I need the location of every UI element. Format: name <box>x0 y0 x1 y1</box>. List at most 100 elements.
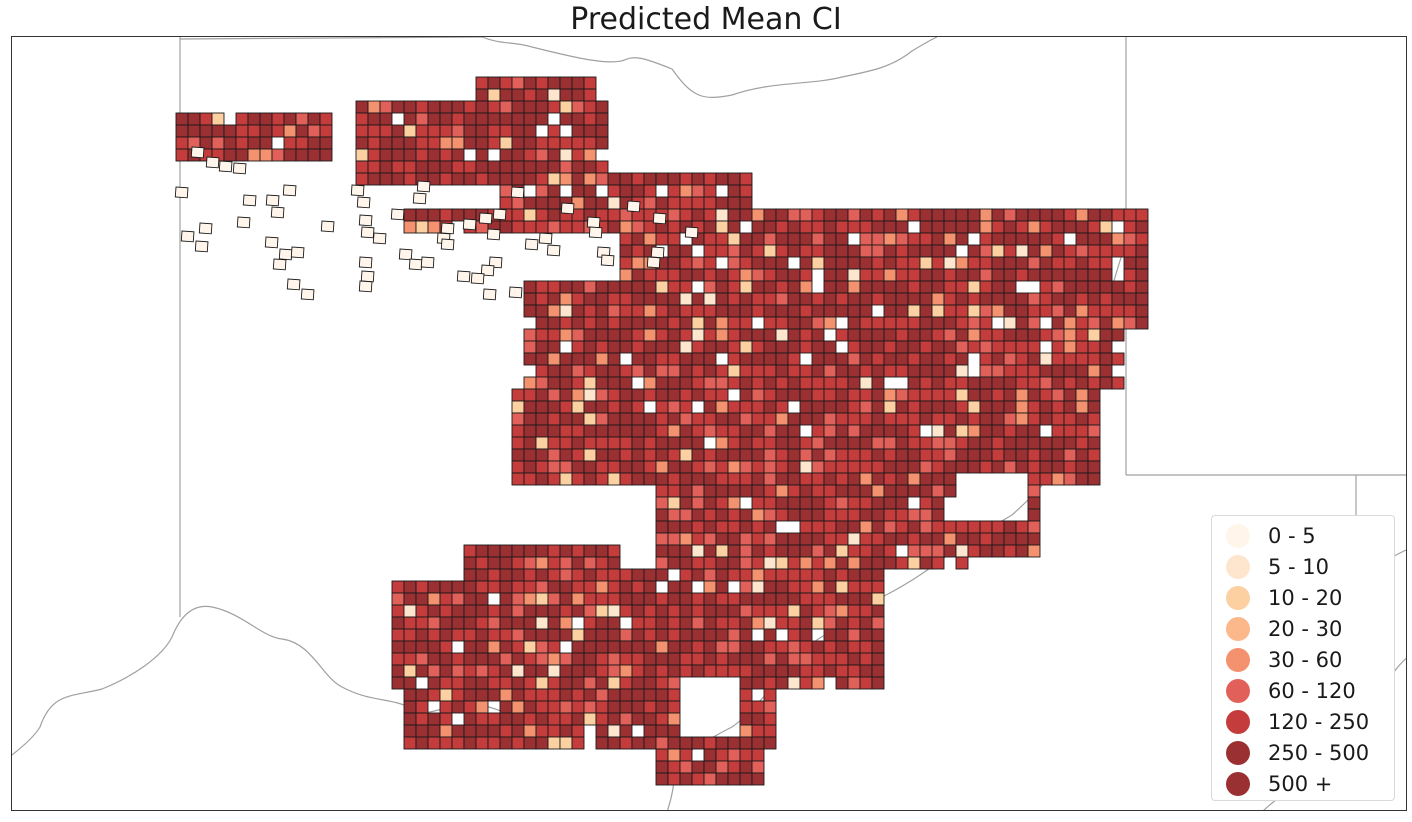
grid-cell <box>823 364 837 378</box>
grid-cell <box>571 652 585 666</box>
grid-cell <box>727 520 741 534</box>
grid-cell <box>847 256 861 270</box>
grid-cell <box>727 364 741 378</box>
grid-cell <box>835 376 849 390</box>
grid-cell <box>535 172 549 186</box>
grid-cell <box>811 484 825 498</box>
grid-cell <box>883 232 897 246</box>
grid-cell <box>415 592 429 606</box>
grid-cell <box>703 616 717 630</box>
grid-cell <box>847 664 861 678</box>
grid-cell <box>703 256 717 270</box>
grid-cell <box>787 208 801 222</box>
grid-cell <box>715 520 729 534</box>
grid-cell <box>211 112 225 126</box>
grid-cell <box>271 148 285 162</box>
grid-cell <box>679 304 693 318</box>
grid-cell <box>559 424 573 438</box>
grid-cell <box>907 352 921 366</box>
grid-cell <box>799 484 813 498</box>
grid-cell <box>451 148 465 162</box>
grid-cell <box>583 340 597 354</box>
grid-cell <box>451 208 465 222</box>
grid-cell <box>703 208 717 222</box>
grid-cell <box>811 376 825 390</box>
grid-cell <box>559 220 573 234</box>
grid-cell <box>1027 304 1041 318</box>
grid-cell <box>547 148 561 162</box>
grid-cell <box>679 484 693 498</box>
grid-cell <box>242 194 257 207</box>
grid-cell <box>691 424 705 438</box>
grid-cell <box>559 724 573 738</box>
grid-cell <box>478 212 493 225</box>
grid-cell <box>403 664 417 678</box>
legend-item: 5 - 10 <box>1226 551 1394 582</box>
grid-cell <box>535 196 549 210</box>
grid-cell <box>703 604 717 618</box>
grid-cell <box>775 640 789 654</box>
grid-cell <box>823 352 837 366</box>
grid-cell <box>703 448 717 462</box>
grid-cell <box>415 160 429 174</box>
grid-cell <box>1051 268 1065 282</box>
grid-cell <box>715 232 729 246</box>
grid-cell <box>655 316 669 330</box>
grid-cell <box>475 688 489 702</box>
grid-cell <box>835 520 849 534</box>
grid-cell <box>859 424 873 438</box>
grid-cell <box>1015 520 1029 534</box>
grid-cell <box>607 472 621 486</box>
grid-cell <box>715 568 729 582</box>
grid-cell <box>763 568 777 582</box>
grid-cell <box>1087 340 1101 354</box>
grid-cell <box>715 460 729 474</box>
grid-cell <box>1075 436 1089 450</box>
grid-cell <box>955 364 969 378</box>
grid-cell <box>751 760 765 774</box>
grid-cell <box>931 484 945 498</box>
grid-cell <box>583 280 597 294</box>
grid-cell <box>607 448 621 462</box>
grid-cell <box>691 652 705 666</box>
grid-cell <box>907 388 921 402</box>
grid-cell <box>859 484 873 498</box>
grid-cell <box>787 472 801 486</box>
grid-cell <box>571 604 585 618</box>
grid-cell <box>883 532 897 546</box>
grid-cell <box>739 268 753 282</box>
grid-cell <box>535 460 549 474</box>
grid-cell <box>1087 424 1101 438</box>
grid-cell <box>559 304 573 318</box>
grid-cell <box>1075 460 1089 474</box>
grid-cell <box>619 460 633 474</box>
grid-cell <box>679 268 693 282</box>
grid-cell <box>751 400 765 414</box>
grid-cell <box>650 246 665 259</box>
grid-cell <box>679 424 693 438</box>
grid-cell <box>751 352 765 366</box>
grid-cell <box>919 388 933 402</box>
grid-cell <box>595 664 609 678</box>
grid-cell <box>931 316 945 330</box>
grid-cell <box>295 148 309 162</box>
grid-cell <box>511 556 525 570</box>
grid-cell <box>763 436 777 450</box>
grid-cell <box>571 400 585 414</box>
grid-cell <box>667 292 681 306</box>
grid-cell <box>691 592 705 606</box>
legend-label: 5 - 10 <box>1268 554 1330 579</box>
grid-cell <box>265 194 280 207</box>
grid-cell <box>463 100 477 114</box>
grid-cell <box>883 424 897 438</box>
grid-cell <box>799 292 813 306</box>
grid-cell <box>667 352 681 366</box>
grid-cell <box>703 316 717 330</box>
map-frame[interactable] <box>11 36 1407 811</box>
grid-cell <box>595 328 609 342</box>
grid-cell <box>787 280 801 294</box>
grid-cell <box>667 184 681 198</box>
grid-cell <box>655 592 669 606</box>
grid-cell <box>919 436 933 450</box>
grid-cell <box>415 640 429 654</box>
